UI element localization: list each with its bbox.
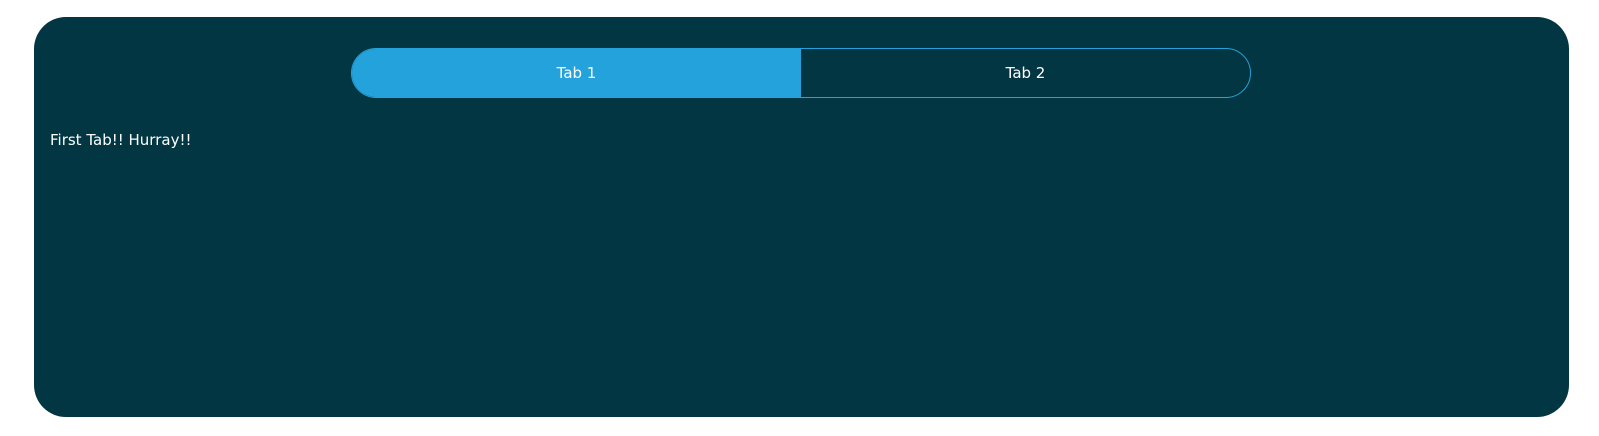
tab-2[interactable]: Tab 2 [1005,64,1046,82]
tab-content-text: First Tab!! Hurray!! [50,131,192,149]
tabs-panel: Tab 1 Tab 2 First Tab!! Hurray!! [34,17,1569,417]
tab-1[interactable]: Tab 1 [352,49,801,97]
tab-bar: Tab 1 Tab 2 [351,48,1251,98]
